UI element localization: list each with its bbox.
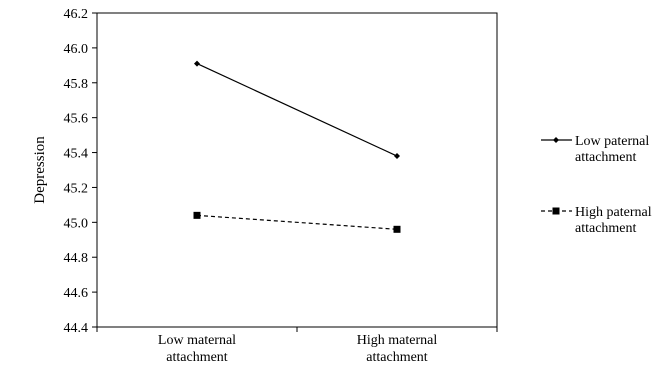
series-line-2	[196, 214, 398, 230]
y-tick-label: 45.4	[64, 147, 89, 162]
plot-frame	[96, 12, 498, 328]
series-line-1	[196, 63, 398, 157]
y-tick-label: 46.0	[64, 42, 89, 57]
data-point-diamond	[553, 137, 559, 143]
y-tick-label: 44.8	[64, 251, 89, 266]
y-tick-label: 45.0	[64, 216, 89, 231]
data-point-diamond	[194, 60, 200, 67]
y-axis-label: Depression	[32, 136, 48, 204]
y-tick-label: 44.6	[64, 286, 89, 301]
legend-label-1: Low paternal attachment	[575, 134, 649, 165]
y-tick-label: 45.6	[64, 112, 89, 127]
y-tick-label: 45.2	[64, 181, 89, 196]
legend-label-2: High paternal attachment	[575, 205, 652, 236]
data-point-square	[193, 211, 201, 219]
data-point-square	[552, 207, 560, 215]
x-tick-label: Low maternal attachment	[158, 333, 236, 365]
data-point-diamond	[394, 153, 400, 160]
y-tick-label: 46.2	[64, 7, 89, 22]
y-tick-label: 45.8	[64, 77, 89, 92]
x-tick-label: High maternal attachment	[357, 333, 438, 365]
y-tick-label: 44.4	[64, 321, 89, 336]
data-point-square	[393, 225, 401, 233]
